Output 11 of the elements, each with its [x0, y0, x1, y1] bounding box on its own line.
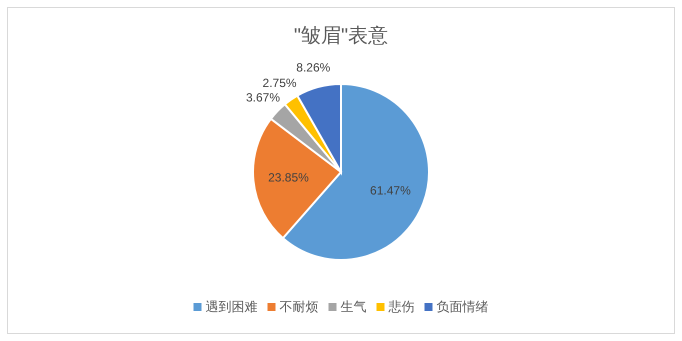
legend-label: 遇到困难 — [206, 299, 258, 314]
legend-label: 负面情绪 — [436, 299, 488, 314]
chart-title: "皱眉"表意 — [294, 25, 388, 47]
data-label: 23.85% — [268, 170, 310, 184]
data-label: 2.75% — [262, 76, 297, 90]
data-label: 3.67% — [246, 90, 280, 104]
legend-label: 不耐烦 — [280, 299, 318, 314]
legend-label: 悲伤 — [388, 299, 414, 314]
data-label: 8.26% — [296, 60, 331, 75]
legend-label: 生气 — [340, 299, 366, 314]
data-label: 61.47% — [370, 184, 412, 198]
